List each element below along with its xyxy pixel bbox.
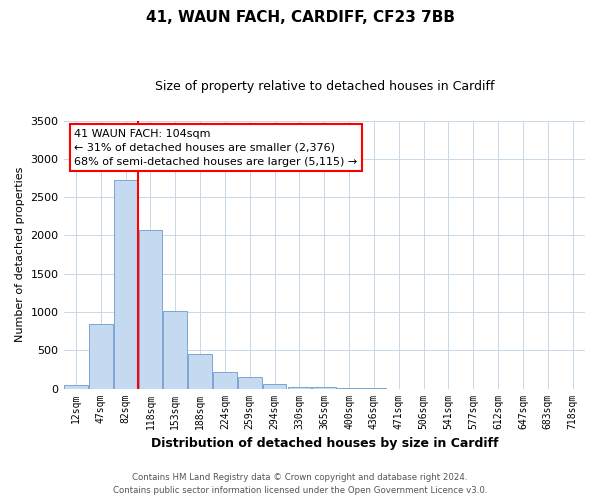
- Bar: [287, 386, 311, 388]
- Title: Size of property relative to detached houses in Cardiff: Size of property relative to detached ho…: [155, 80, 494, 93]
- Bar: [238, 378, 262, 388]
- Bar: [114, 180, 137, 388]
- Bar: [263, 384, 286, 388]
- Text: 41 WAUN FACH: 104sqm
← 31% of detached houses are smaller (2,376)
68% of semi-de: 41 WAUN FACH: 104sqm ← 31% of detached h…: [74, 128, 357, 166]
- Bar: [213, 372, 237, 388]
- Text: Contains HM Land Registry data © Crown copyright and database right 2024.
Contai: Contains HM Land Registry data © Crown c…: [113, 474, 487, 495]
- Bar: [163, 311, 187, 388]
- Bar: [64, 384, 88, 388]
- Y-axis label: Number of detached properties: Number of detached properties: [15, 167, 25, 342]
- Bar: [188, 354, 212, 388]
- X-axis label: Distribution of detached houses by size in Cardiff: Distribution of detached houses by size …: [151, 437, 498, 450]
- Bar: [89, 324, 113, 388]
- Text: 41, WAUN FACH, CARDIFF, CF23 7BB: 41, WAUN FACH, CARDIFF, CF23 7BB: [146, 10, 455, 25]
- Bar: [139, 230, 162, 388]
